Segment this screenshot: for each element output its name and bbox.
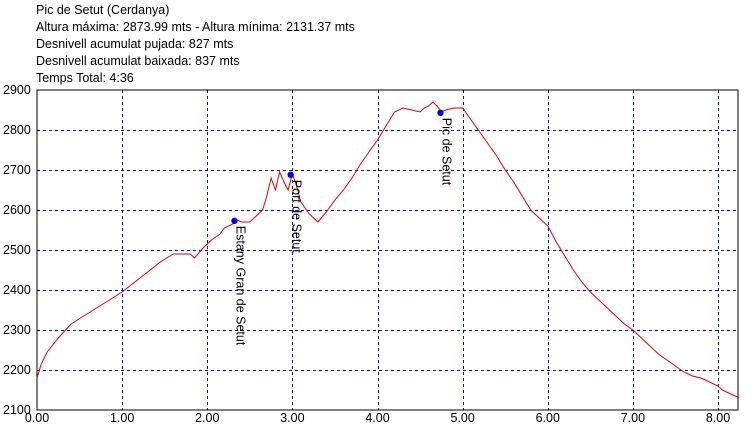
grid-lines: [37, 90, 738, 410]
waypoints: Estany Gran de Setut Port de Setut Pic de …: [231, 109, 453, 346]
altitude-range-text: Altura máxima: 2873.99 mts - Altura míni…: [36, 20, 355, 34]
x-tick-label: 5.00: [450, 411, 474, 425]
x-tick-label: 6.00: [536, 411, 560, 425]
descent-text: Desnivell acumulat baixada: 837 mts: [36, 54, 240, 68]
x-tick-label: 8.00: [706, 411, 730, 425]
y-tick-label: 2500: [3, 243, 31, 257]
y-tick-label: 2200: [3, 363, 31, 377]
waypoint-label: Pic de Setut: [439, 118, 453, 186]
x-tick-label: 2.00: [195, 411, 219, 425]
chart-header: Pic de Setut (Cerdanya) Altura máxima: 2…: [36, 2, 355, 87]
y-tick-label: 2600: [3, 203, 31, 217]
elevation-profile-line: [36, 101, 740, 398]
x-tick-label: 4.00: [365, 411, 389, 425]
waypoint-label: Port de Setut: [290, 180, 304, 253]
waypoint-marker: [437, 109, 444, 117]
x-tick-label: 3.00: [280, 411, 304, 425]
y-tick-label: 2900: [3, 83, 31, 97]
y-tick-label: 2300: [3, 323, 31, 337]
total-time-text: Temps Total: 4:36: [36, 71, 134, 85]
waypoint-marker: [287, 171, 294, 178]
axis-tick-labels: 0.00 1.00 2.00 3.00 4.00 5.00 6.00 7.00 8.00 2100…: [3, 83, 730, 425]
waypoint-label: Estany Gran de Setut: [233, 226, 247, 346]
chart-title: Pic de Setut (Cerdanya): [36, 3, 170, 17]
y-tick-label: 2100: [3, 403, 31, 417]
x-tick-label: 0.00: [25, 411, 49, 425]
y-tick-label: 2400: [3, 283, 31, 297]
x-tick-label: 7.00: [621, 411, 645, 425]
x-tick-label: 1.00: [110, 411, 134, 425]
waypoint-marker: [231, 217, 238, 224]
y-tick-label: 2800: [3, 123, 31, 137]
ascent-text: Desnivell acumulat pujada: 827 mts: [36, 37, 234, 51]
y-tick-label: 2700: [3, 163, 31, 177]
plot-frame: [36, 89, 739, 411]
